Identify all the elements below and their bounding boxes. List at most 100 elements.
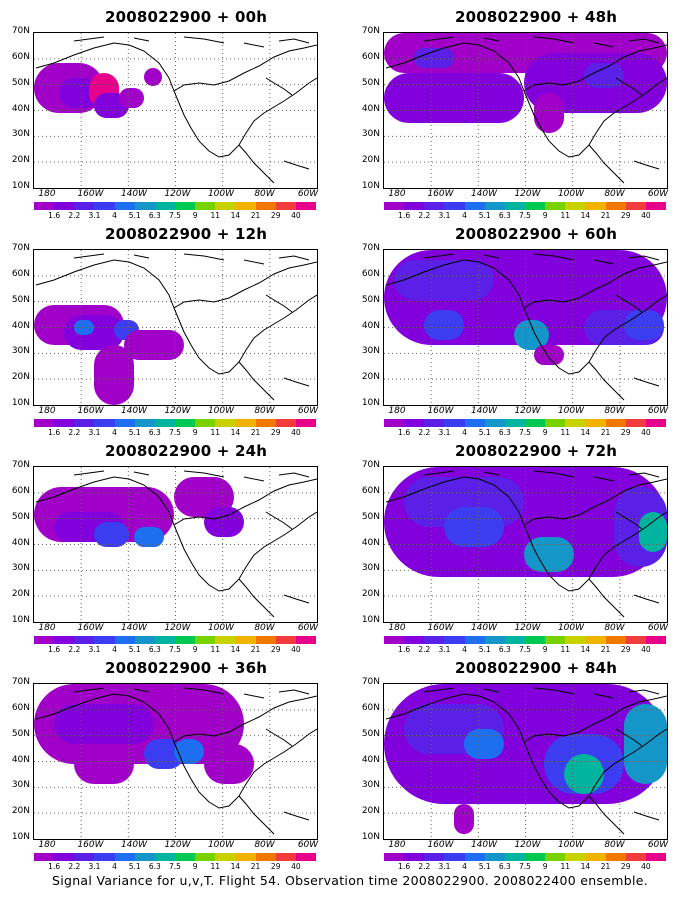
variance-region [534,345,564,365]
panel-title: 2008022900 + 84h [455,659,618,677]
colorbar-swatch [94,636,115,644]
longitude-label: 120W [164,189,191,199]
colorbar-swatch [645,419,666,427]
colorbar-swatch [605,419,626,427]
longitude-label: 140W [470,623,498,633]
colorbar-label: 2.2 [68,428,81,437]
colorbar-swatch [504,636,525,644]
colorbar-swatch [255,202,276,210]
colorbar-swatch [565,853,586,861]
colorbar-label: 1.6 [48,645,61,654]
colorbar-label: 4 [462,211,467,220]
latitude-label: 60N [361,268,380,279]
colorbar-swatch [154,853,175,861]
variance-region [639,512,667,552]
longitude-label: 160W [427,406,454,416]
colorbar-label: 40 [291,862,301,871]
colorbar-label: 21 [250,211,261,220]
variance-region [454,804,474,834]
longitude-label: 160W [77,623,104,633]
latitude-label: 40N [361,754,380,765]
colorbar-label: 3.1 [88,862,101,871]
colorbar [34,853,316,861]
colorbar-swatch [424,202,445,210]
latitude-label: 40N [11,537,30,548]
colorbar-swatch [255,853,276,861]
coastline [385,259,667,401]
longitude-label: 80W [254,623,275,633]
variance-region [59,78,99,108]
longitude-label: 100W [557,623,585,633]
signal-variance-map [33,683,318,840]
colorbar-swatch [404,636,425,644]
latitude-label: 60N [11,51,30,62]
colorbar-swatch [625,419,646,427]
variance-region [444,507,504,547]
colorbar-swatch [524,419,546,427]
latitude-label: 10N [11,398,30,408]
colorbar-swatch [295,853,316,861]
signal-variance-map [33,32,318,189]
colorbar-label: 9 [542,428,548,437]
latitude-label: 20N [11,372,30,383]
colorbar-swatch [424,419,445,427]
colorbar-swatch [54,853,75,861]
colorbar-swatch [295,419,316,427]
colorbar-swatch [195,202,216,210]
coastline [385,42,667,184]
colorbar-swatch [464,853,485,861]
colorbar-swatch [404,853,425,861]
figure-caption: Signal Variance for u,v,T. Flight 54. Ob… [51,873,649,888]
colorbar-label: 21 [600,645,611,654]
colorbar-label: 14 [580,645,591,654]
colorbar-label: 7.5 [519,428,531,437]
colorbar-swatch [174,853,196,861]
colorbar-swatch [74,202,95,210]
latitude-label: 70N [11,26,30,36]
latitude-label: 50N [361,511,380,522]
colorbar-label: 11 [210,211,221,220]
variance-region [524,537,574,572]
colorbar-label: 29 [270,428,281,437]
colorbar-label: 1.6 [398,428,411,437]
colorbar-label: 21 [250,862,261,871]
colorbar-label: 21 [600,211,611,220]
latitude-label: 10N [11,615,30,625]
variance-region [534,93,564,133]
variance-region [564,754,604,794]
colorbar-label: 4 [112,428,117,437]
signal-variance-map [383,683,668,840]
colorbar-label: 11 [210,862,221,871]
longitude-label: 100W [557,189,585,199]
panel-title: 2008022900 + 72h [455,442,618,460]
colorbar-label: 3.1 [88,428,101,437]
panel-title: 2008022900 + 12h [105,225,268,243]
panel-title: 2008022900 + 48h [455,8,618,26]
coastline [73,36,310,48]
coastline [385,693,667,835]
colorbar-swatch [504,419,525,427]
colorbar-swatch [424,636,445,644]
colorbar-swatch [565,202,586,210]
longitude-label: 100W [207,189,235,199]
longitude-label: 120W [514,189,541,199]
longitude-label: 100W [207,840,235,850]
colorbar-label: 1.6 [398,645,411,654]
latitude-label: 70N [361,26,380,36]
colorbar-label: 3.1 [438,428,451,437]
longitude-label: 180 [388,189,406,199]
longitude-label: 180 [388,406,406,416]
colorbar-swatch [74,853,95,861]
colorbar-label: 9 [542,645,548,654]
variance-region [424,310,464,340]
longitude-label: 60W [647,840,669,850]
colorbar-label: 9 [542,211,548,220]
variance-region [74,320,94,335]
colorbar-label: 14 [230,862,241,871]
longitude-label: 140W [470,189,498,199]
colorbar-swatch [195,419,216,427]
colorbar-label: 5.1 [128,862,141,871]
colorbar-swatch [34,202,55,210]
coastline [423,470,660,482]
colorbar-label: 3.1 [88,211,101,220]
